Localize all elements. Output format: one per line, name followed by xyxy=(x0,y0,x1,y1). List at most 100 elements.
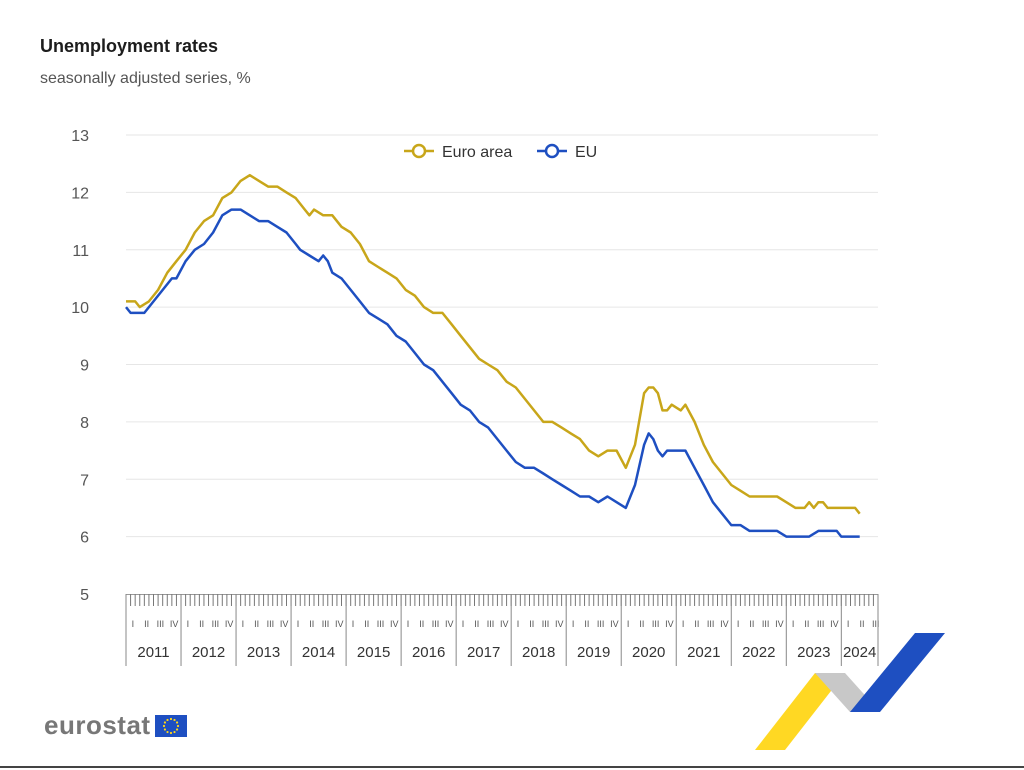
x-quarter-label: III xyxy=(487,619,495,629)
x-quarter-label: I xyxy=(627,619,630,629)
x-year-label: 2019 xyxy=(577,644,610,661)
x-quarter-label: IV xyxy=(775,619,784,629)
y-tick-label: 7 xyxy=(80,472,89,489)
x-quarter-label: I xyxy=(187,619,190,629)
x-quarter-label: I xyxy=(352,619,355,629)
x-quarter-label: II xyxy=(419,619,424,629)
flag-star xyxy=(176,724,179,727)
legend-marker-icon xyxy=(411,143,427,159)
ribbon-blue xyxy=(850,633,945,712)
x-quarter-label: III xyxy=(377,619,385,629)
x-quarter-label: I xyxy=(132,619,135,629)
x-quarter-label: I xyxy=(792,619,795,629)
x-quarter-label: I xyxy=(572,619,575,629)
legend-label: EU xyxy=(575,144,597,161)
x-quarter-label: I xyxy=(847,619,850,629)
eurostat-ribbon-graphic xyxy=(755,633,945,750)
x-quarter-label: IV xyxy=(335,619,344,629)
x-quarter-label: II xyxy=(584,619,589,629)
x-quarter-label: IV xyxy=(665,619,674,629)
x-quarter-label: II xyxy=(474,619,479,629)
legend-label: Euro area xyxy=(442,144,512,161)
x-quarter-label: III xyxy=(597,619,605,629)
x-quarter-label: IV xyxy=(610,619,619,629)
flag-star xyxy=(162,724,165,727)
x-year-label: 2018 xyxy=(522,644,555,661)
x-quarter-label: I xyxy=(297,619,300,629)
flag-star xyxy=(165,730,169,733)
x-quarter-label: III xyxy=(817,619,825,629)
x-year-label: 2015 xyxy=(357,644,390,661)
series-line-eu xyxy=(125,208,860,538)
x-quarter-label: I xyxy=(462,619,465,629)
x-quarter-label: I xyxy=(407,619,410,629)
x-year-label: 2011 xyxy=(137,644,169,661)
flag-star xyxy=(175,727,178,731)
logo-text: eurostat xyxy=(44,710,151,740)
x-year-label: 2020 xyxy=(632,644,665,661)
x-quarter-label: II xyxy=(309,619,314,629)
x-year-label: 2022 xyxy=(742,644,775,661)
flag-star xyxy=(175,720,178,724)
x-year-label: 2024 xyxy=(843,644,876,661)
x-quarter-label: I xyxy=(242,619,245,629)
x-quarter-label: IV xyxy=(170,619,179,629)
y-tick-label: 10 xyxy=(71,300,89,317)
x-quarter-label: II xyxy=(254,619,259,629)
x-quarter-label: IV xyxy=(555,619,564,629)
ribbon-yellow xyxy=(755,673,845,750)
x-quarter-label: III xyxy=(542,619,550,629)
chart-subtitle: seasonally adjusted series, % xyxy=(40,70,251,87)
x-quarter-label: II xyxy=(694,619,699,629)
gridlines xyxy=(126,134,878,538)
eurostat-logo: eurostat xyxy=(44,710,187,741)
flag-star xyxy=(172,718,176,721)
x-quarter-label: IV xyxy=(830,619,839,629)
flag-star xyxy=(169,717,172,720)
x-quarter-label: IV xyxy=(280,619,289,629)
x-quarter-label: II xyxy=(859,619,864,629)
x-quarter-label: III xyxy=(707,619,715,629)
x-quarter-label: IV xyxy=(225,619,234,629)
x-year-label: 2017 xyxy=(467,644,500,661)
x-quarter-label: III xyxy=(762,619,770,629)
legend[interactable]: Euro area EU xyxy=(404,143,597,161)
y-tick-label: 8 xyxy=(80,415,89,432)
x-quarter-label: III xyxy=(157,619,165,629)
series-lines xyxy=(125,173,861,538)
x-quarter-label: II xyxy=(639,619,644,629)
x-year-label: 2023 xyxy=(797,644,830,661)
x-quarter-label: IV xyxy=(445,619,454,629)
series-line-euro-area xyxy=(126,173,861,515)
x-quarter-label: IV xyxy=(720,619,729,629)
x-quarter-label: III xyxy=(652,619,660,629)
x-quarter-label: I xyxy=(737,619,740,629)
eu-flag-icon xyxy=(154,714,187,737)
legend-item-eu[interactable]: EU xyxy=(537,143,597,161)
x-quarter-label: IV xyxy=(500,619,509,629)
y-tick-label: 5 xyxy=(80,587,89,604)
y-tick-label: 11 xyxy=(72,243,89,260)
x-quarter-label: III xyxy=(872,619,880,629)
x-quarter-label: III xyxy=(212,619,220,629)
y-tick-label: 12 xyxy=(71,185,89,202)
y-axis: 5 6 7 8 9 10 11 12 13 xyxy=(71,128,89,604)
x-quarter-label: II xyxy=(144,619,149,629)
flag-star xyxy=(165,718,169,721)
x-quarter-label: III xyxy=(267,619,275,629)
x-year-label: 2016 xyxy=(412,644,445,661)
x-year-label: 2012 xyxy=(192,644,225,661)
legend-marker-icon xyxy=(544,143,560,159)
x-quarter-label: II xyxy=(364,619,369,629)
x-quarter-label: I xyxy=(682,619,685,629)
legend-item-euro-area[interactable]: Euro area xyxy=(404,143,512,161)
x-quarter-label: III xyxy=(322,619,330,629)
x-quarter-label: III xyxy=(432,619,440,629)
x-year-label: 2021 xyxy=(687,644,720,661)
x-year-label: 2014 xyxy=(302,644,335,661)
bottom-divider xyxy=(0,766,1024,768)
y-tick-label: 6 xyxy=(80,530,89,547)
chart-title: Unemployment rates xyxy=(40,36,219,56)
